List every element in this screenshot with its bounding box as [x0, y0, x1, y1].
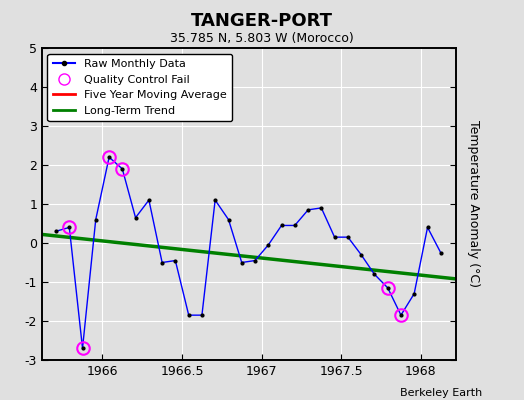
Text: Berkeley Earth: Berkeley Earth — [400, 388, 482, 398]
Legend: Raw Monthly Data, Quality Control Fail, Five Year Moving Average, Long-Term Tren: Raw Monthly Data, Quality Control Fail, … — [48, 54, 233, 121]
Text: TANGER-PORT: TANGER-PORT — [191, 12, 333, 30]
Y-axis label: Temperature Anomaly (°C): Temperature Anomaly (°C) — [467, 120, 480, 288]
Text: 35.785 N, 5.803 W (Morocco): 35.785 N, 5.803 W (Morocco) — [170, 32, 354, 45]
